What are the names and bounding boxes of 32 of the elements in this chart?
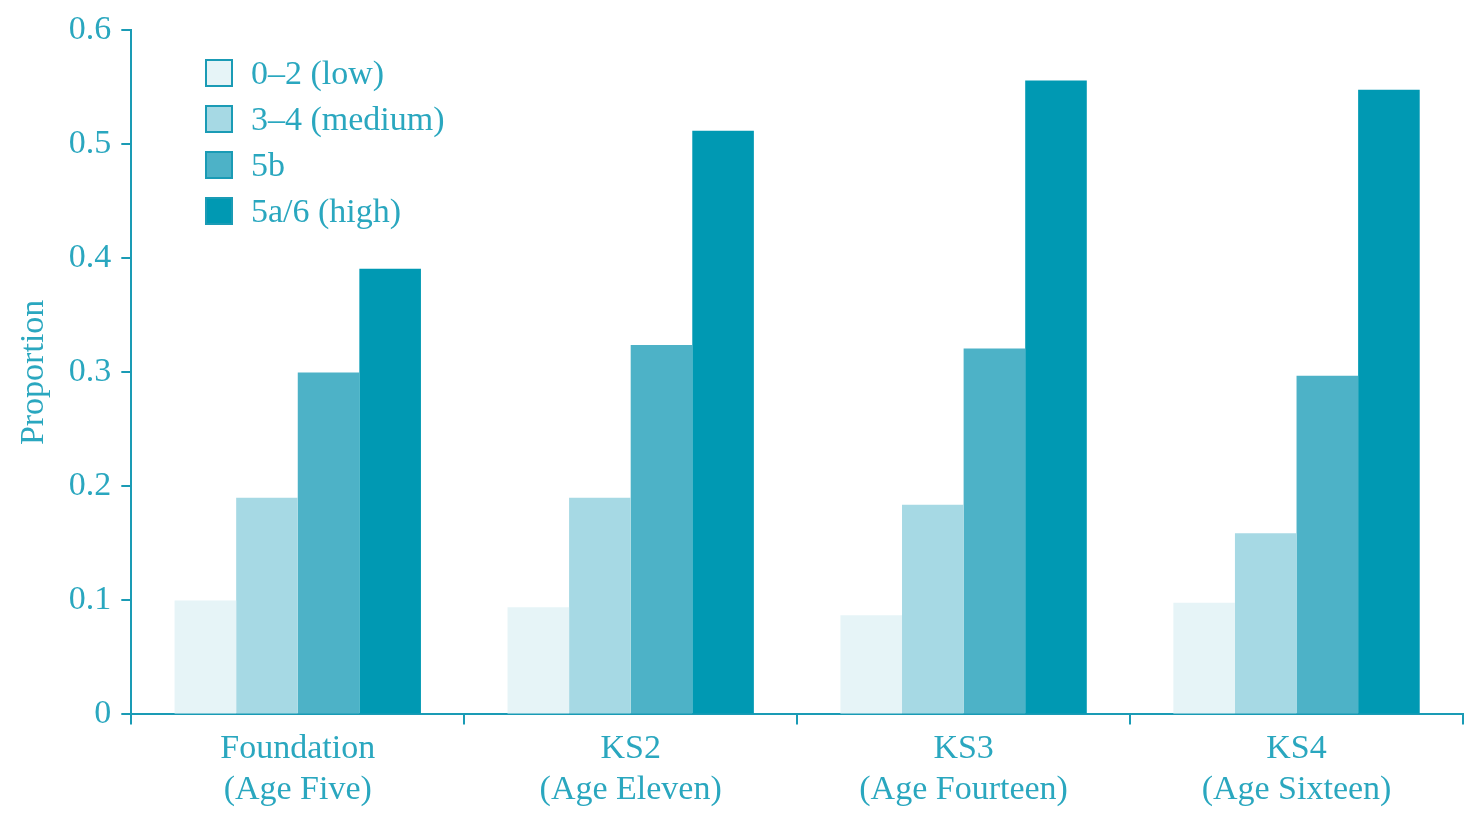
bar: [1358, 89, 1420, 714]
bar: [1234, 533, 1297, 714]
y-tick-label: 0.2: [68, 465, 112, 503]
bar: [902, 504, 964, 714]
y-tick-label: 0.5: [68, 123, 112, 161]
x-tick-label: KS4 (Age Sixteen): [1201, 727, 1392, 807]
bar: [297, 372, 360, 714]
legend-label: 0–2 (low): [251, 53, 385, 93]
bar: [1173, 602, 1235, 714]
x-tick-label: KS2 (Age Eleven): [539, 727, 722, 807]
bar: [569, 497, 631, 714]
bar: [507, 607, 570, 714]
legend-label: 3–4 (medium): [251, 99, 445, 139]
bar: [359, 268, 421, 714]
y-tick-label: 0.4: [68, 237, 112, 275]
bar: [174, 600, 237, 714]
legend-label: 5a/6 (high): [251, 191, 402, 231]
y-tick-label: 0.3: [68, 351, 112, 389]
y-tick-label: 0.6: [68, 9, 112, 47]
y-axis-title: Proportion: [13, 299, 51, 446]
bar: [236, 497, 298, 714]
bar: [630, 345, 693, 714]
bar: [1296, 375, 1359, 714]
bar: [692, 130, 754, 714]
legend-label: 5b: [251, 145, 285, 185]
bar: [840, 615, 903, 714]
x-tick-label: Foundation (Age Five): [220, 727, 376, 807]
y-tick-label: 0: [94, 693, 112, 731]
bar: [1025, 80, 1087, 714]
x-tick-label: KS3 (Age Fourteen): [859, 727, 1068, 807]
bar: [963, 348, 1026, 714]
y-tick-label: 0.1: [68, 579, 112, 617]
